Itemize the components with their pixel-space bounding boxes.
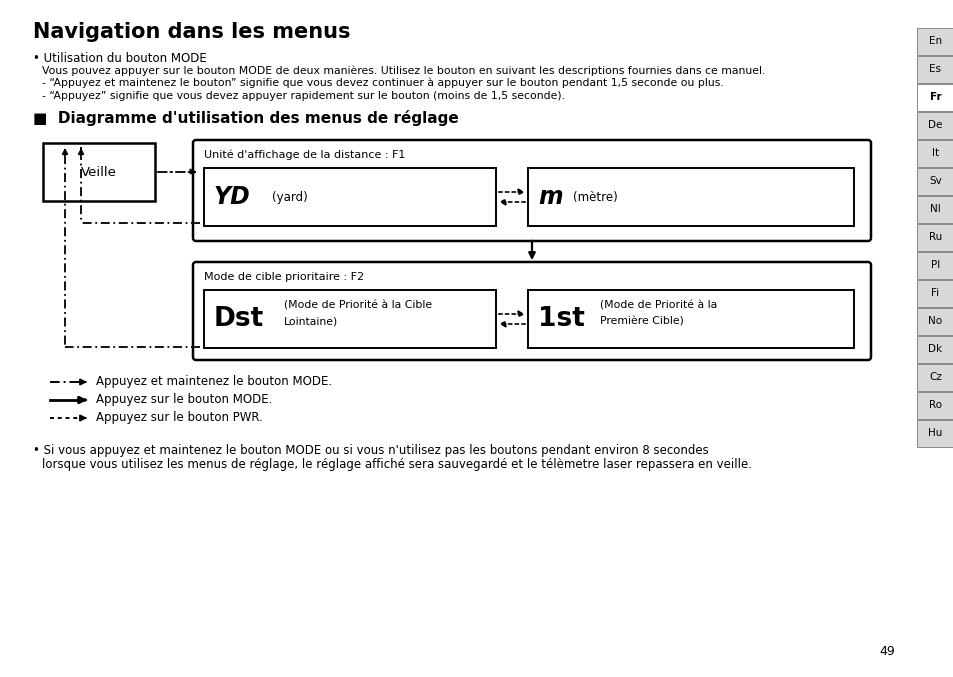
Bar — [916, 336, 953, 363]
Text: Ro: Ro — [928, 401, 941, 410]
Text: Ru: Ru — [928, 232, 942, 242]
Text: (mètre): (mètre) — [573, 190, 618, 204]
Bar — [916, 84, 953, 111]
Text: Appuyez et maintenez le bouton MODE.: Appuyez et maintenez le bouton MODE. — [96, 376, 332, 389]
Text: Navigation dans les menus: Navigation dans les menus — [33, 22, 350, 42]
Text: Mode de cible prioritaire : F2: Mode de cible prioritaire : F2 — [204, 272, 364, 282]
Bar — [916, 224, 953, 251]
Bar — [916, 252, 953, 279]
Text: Unité d'affichage de la distance : F1: Unité d'affichage de la distance : F1 — [204, 150, 405, 160]
Text: m: m — [537, 185, 562, 209]
Text: Fi: Fi — [930, 288, 939, 299]
Bar — [916, 28, 953, 55]
FancyBboxPatch shape — [193, 262, 870, 360]
Text: No: No — [927, 317, 942, 326]
Bar — [916, 168, 953, 195]
Bar — [527, 168, 853, 226]
Text: YD: YD — [213, 185, 251, 209]
Text: Sv: Sv — [928, 177, 941, 186]
Text: (Mode de Priorité à la Cible: (Mode de Priorité à la Cible — [284, 300, 432, 310]
Text: Vous pouvez appuyer sur le bouton MODE de deux manières. Utilisez le bouton en s: Vous pouvez appuyer sur le bouton MODE d… — [42, 65, 764, 76]
Text: 1st: 1st — [537, 306, 584, 332]
Bar — [916, 112, 953, 139]
Bar — [916, 420, 953, 447]
Text: Première Cible): Première Cible) — [599, 316, 683, 326]
Text: It: It — [931, 148, 938, 158]
Bar — [204, 168, 496, 226]
Bar — [916, 308, 953, 335]
Text: De: De — [927, 121, 942, 131]
Text: Pl: Pl — [930, 261, 939, 271]
Text: Fr: Fr — [929, 93, 941, 102]
Bar — [916, 280, 953, 307]
Text: (Mode de Priorité à la: (Mode de Priorité à la — [599, 300, 717, 310]
Text: Nl: Nl — [929, 204, 940, 215]
Bar — [916, 56, 953, 83]
Bar — [43, 143, 154, 201]
Text: • Utilisation du bouton MODE: • Utilisation du bouton MODE — [33, 52, 207, 65]
FancyBboxPatch shape — [193, 140, 870, 241]
Text: Appuyez sur le bouton MODE.: Appuyez sur le bouton MODE. — [96, 393, 273, 406]
Text: Es: Es — [928, 64, 941, 74]
Bar — [527, 290, 853, 348]
Text: 49: 49 — [879, 645, 894, 658]
Bar — [916, 196, 953, 223]
Bar — [916, 392, 953, 419]
Text: ■  Diagramme d'utilisation des menus de réglage: ■ Diagramme d'utilisation des menus de r… — [33, 110, 458, 126]
Text: - “Appuyez” signifie que vous devez appuyer rapidement sur le bouton (moins de 1: - “Appuyez” signifie que vous devez appu… — [42, 91, 564, 101]
Text: Dk: Dk — [927, 345, 942, 355]
Bar — [204, 290, 496, 348]
Text: Dst: Dst — [213, 306, 264, 332]
Text: Cz: Cz — [928, 372, 941, 383]
Bar — [916, 364, 953, 391]
Text: En: En — [928, 37, 941, 47]
Text: • Si vous appuyez et maintenez le bouton MODE ou si vous n'utilisez pas les bout: • Si vous appuyez et maintenez le bouton… — [33, 444, 708, 457]
Text: Veille: Veille — [81, 165, 117, 179]
Text: Appuyez sur le bouton PWR.: Appuyez sur le bouton PWR. — [96, 412, 263, 424]
Text: lorsque vous utilisez les menus de réglage, le réglage affiché sera sauvegardé e: lorsque vous utilisez les menus de régla… — [42, 458, 751, 471]
Bar — [916, 140, 953, 167]
Text: - “Appuyez et maintenez le bouton” signifie que vous devez continuer à appuyer s: - “Appuyez et maintenez le bouton” signi… — [42, 78, 723, 89]
Text: Hu: Hu — [927, 429, 942, 439]
Text: Lointaine): Lointaine) — [284, 316, 338, 326]
Text: (yard): (yard) — [272, 190, 308, 204]
